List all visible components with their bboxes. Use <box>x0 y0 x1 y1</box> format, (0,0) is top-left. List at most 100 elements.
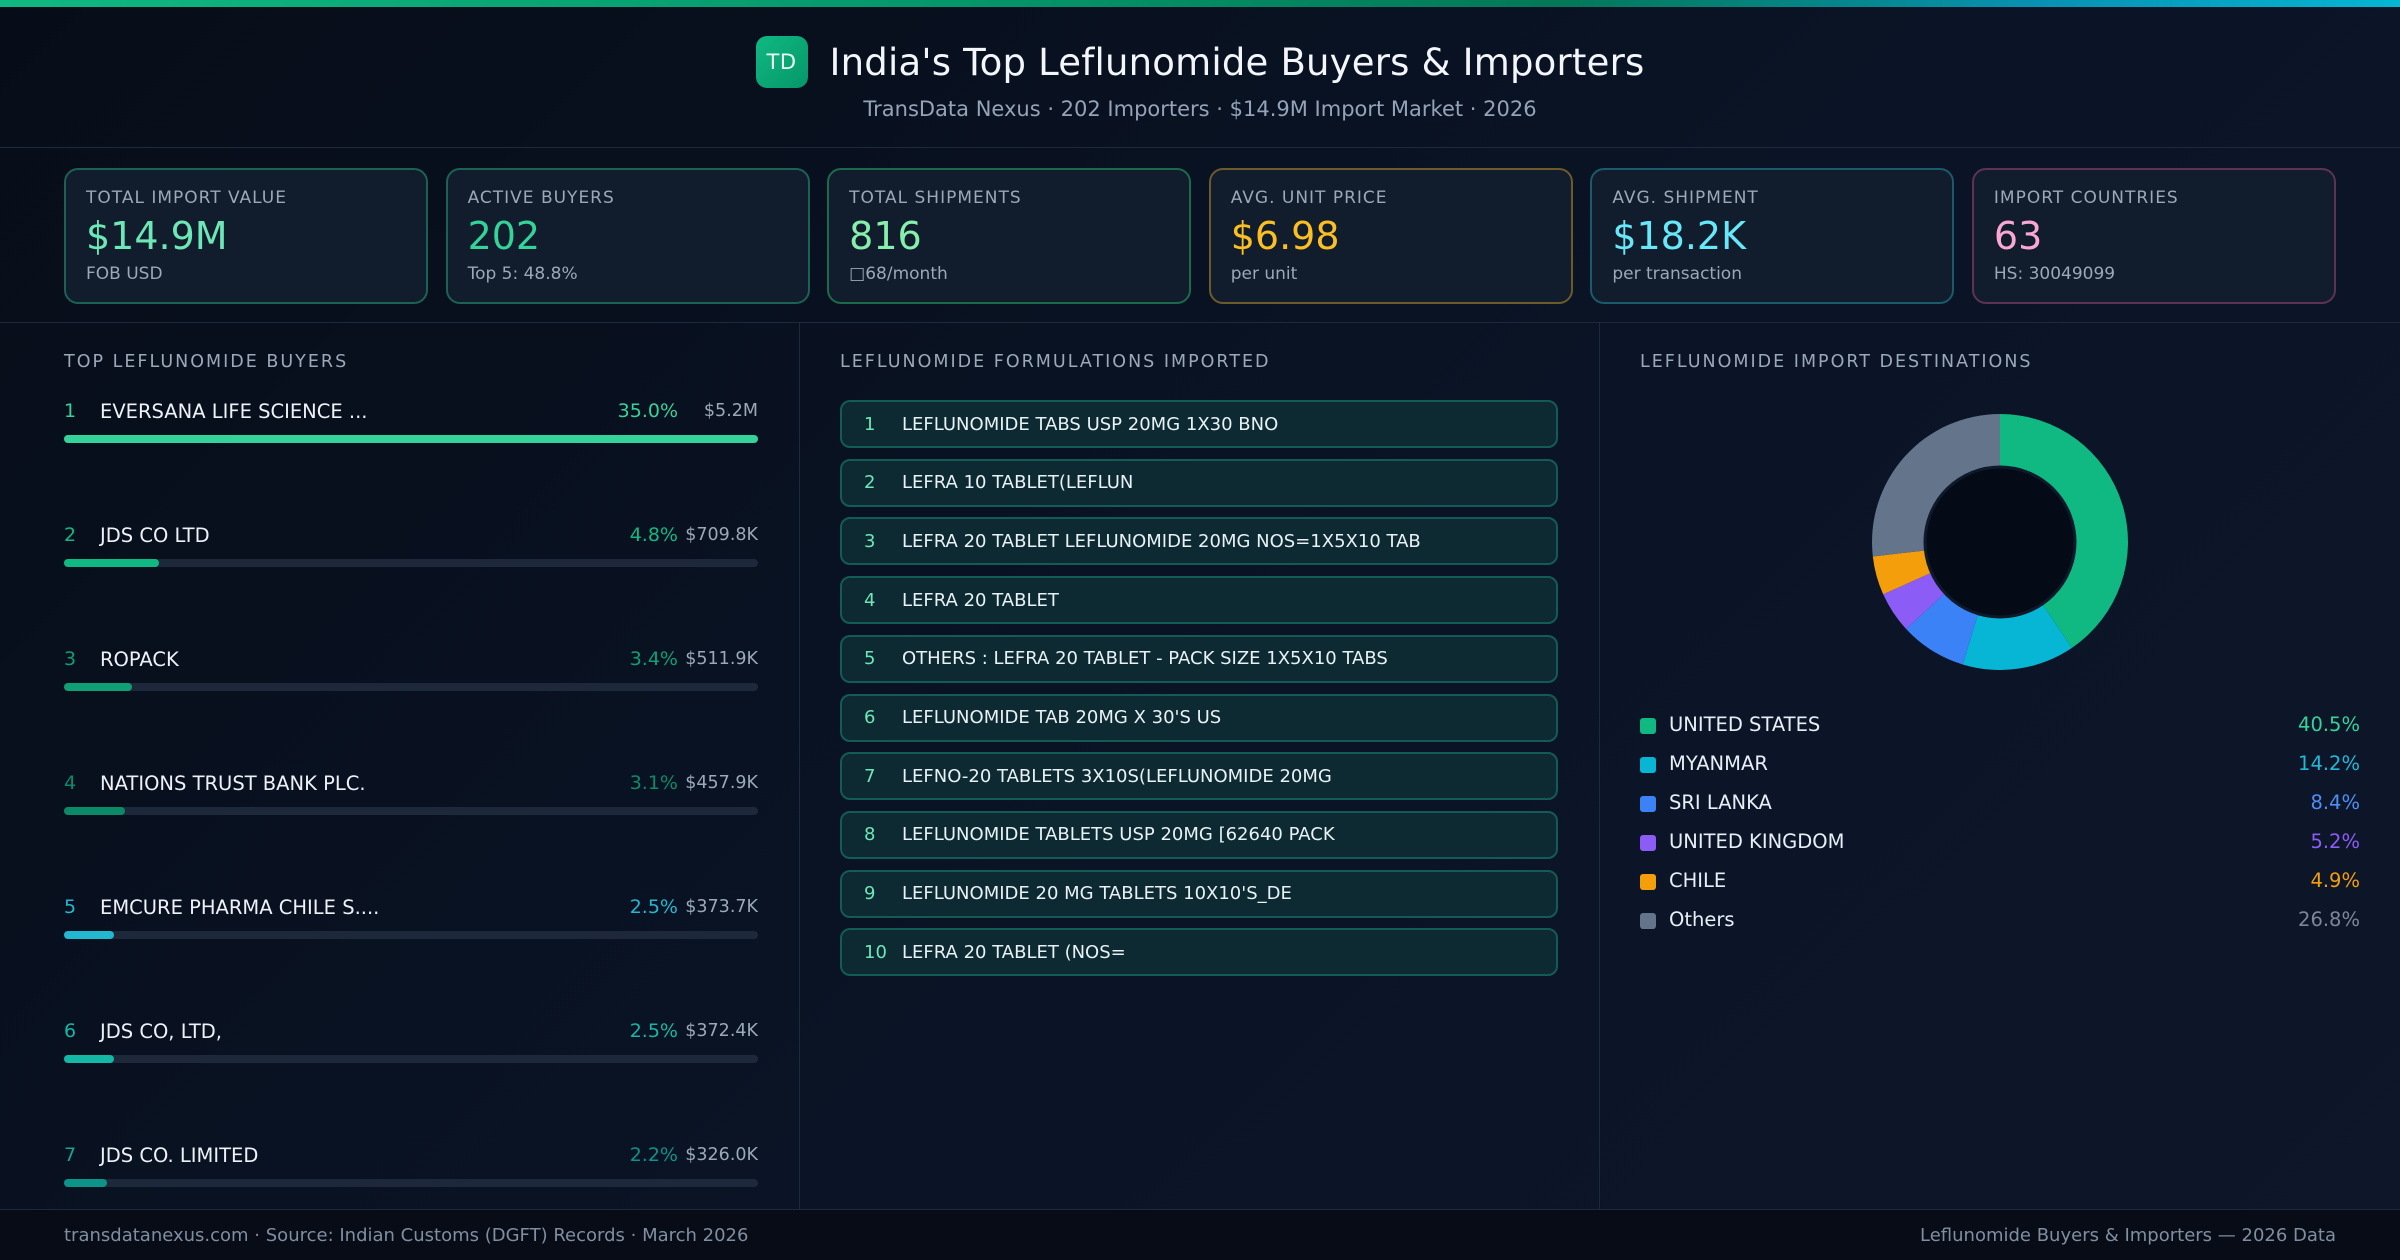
column-divider-right <box>1599 323 1600 1209</box>
formulation-item[interactable]: 2 LEFRA 10 TABLET(LEFLUN <box>840 458 1558 507</box>
buyer-rank: 5 <box>64 896 77 918</box>
kpi-import-countries: IMPORT COUNTRIES 63 HS: 30049099 <box>1971 168 2336 304</box>
buyer-share-bar <box>64 559 758 567</box>
buyer-share-bar-fill <box>64 683 132 691</box>
formulation-item[interactable]: 1 LEFLUNOMIDE TABS USP 20MG 1X30 BNO <box>840 400 1558 448</box>
page-subtitle: TransData Nexus · 202 Importers · $14.9M… <box>863 97 1537 121</box>
kpi-value: $14.9M <box>86 214 228 258</box>
buyer-row[interactable]: 1 EVERSANA LIFE SCIENCE ... 35.0% $5.2M <box>64 400 758 450</box>
kpi-label: ACTIVE BUYERS <box>467 188 615 208</box>
buyer-row[interactable]: 7 JDS CO. LIMITED 2.2% $326.0K <box>64 1144 758 1194</box>
donut-slice-myanmar[interactable] <box>1962 604 2072 670</box>
buyer-rank: 3 <box>64 648 77 670</box>
kpi-label: TOTAL IMPORT VALUE <box>86 188 287 208</box>
formulation-number: 7 <box>864 765 876 787</box>
formulation-number: 9 <box>864 883 876 905</box>
footer-source: transdatanexus.com · Source: Indian Cust… <box>64 1225 749 1246</box>
kpi-subtext: FOB USD <box>86 264 163 284</box>
formulation-item[interactable]: 8 LEFLUNOMIDE TABLETS USP 20MG [62640 PAC… <box>840 810 1558 859</box>
legend-swatch-icon <box>1640 718 1656 734</box>
buyer-name: JDS CO. LIMITED <box>100 1144 259 1167</box>
formulation-item[interactable]: 4 LEFRA 20 TABLET <box>840 576 1558 625</box>
legend-item[interactable]: SRI LANKA 8.4% <box>1640 791 2360 817</box>
donut-center <box>1923 465 2077 619</box>
buyer-row[interactable]: 6 JDS CO, LTD, 2.5% $372.4K <box>64 1020 758 1070</box>
kpi-subtext: HS: 30049099 <box>1993 264 2116 284</box>
formulation-name: LEFRA 20 TABLET (NOS= <box>902 941 1126 963</box>
legend-share: 14.2% <box>2298 752 2360 775</box>
legend-share: 26.8% <box>2298 908 2360 931</box>
buyer-value: $5.2M <box>703 401 758 421</box>
destinations-donut-chart <box>1872 414 2128 670</box>
buyer-share-bar-fill <box>64 559 160 567</box>
kpi-label: TOTAL SHIPMENTS <box>849 188 1022 208</box>
formulation-item[interactable]: 10 LEFRA 20 TABLET (NOS= <box>840 928 1558 977</box>
buyer-value: $709.8K <box>685 525 758 545</box>
legend-country: Others <box>1669 908 1735 931</box>
legend-item[interactable]: CHILE 4.9% <box>1640 869 2360 895</box>
legend-item[interactable]: UNITED KINGDOM 5.2% <box>1640 830 2360 856</box>
kpi-divider <box>0 322 2400 323</box>
buyer-share-bar-fill <box>64 807 126 815</box>
buyer-share: 2.5% <box>629 1020 678 1042</box>
formulation-name: LEFNO-20 TABLETS 3X10S(LEFLUNOMIDE 20MG <box>902 765 1332 787</box>
formulation-item[interactable]: 3 LEFRA 20 TABLET LEFLUNOMIDE 20MG NOS=1X… <box>840 517 1558 566</box>
buyer-row[interactable]: 2 JDS CO LTD 4.8% $709.8K <box>64 524 758 574</box>
buyer-share: 4.8% <box>629 524 678 546</box>
donut-slice-sri-lanka[interactable] <box>1906 592 1979 665</box>
formulation-number: 5 <box>864 648 876 670</box>
kpi-subtext: per unit <box>1230 264 1298 284</box>
header-divider <box>0 147 2400 148</box>
formulation-name: LEFLUNOMIDE TAB 20MG X 30'S US <box>902 707 1222 728</box>
donut-slice-others[interactable] <box>1872 414 2000 557</box>
buyer-row[interactable]: 5 EMCURE PHARMA CHILE S.... 2.5% $373.7K <box>64 896 758 946</box>
legend-country: MYANMAR <box>1669 752 1768 775</box>
buyer-value: $372.4K <box>685 1021 758 1041</box>
page-footer: transdatanexus.com · Source: Indian Cust… <box>0 1209 2400 1260</box>
buyer-share-bar <box>64 1179 758 1187</box>
kpi-label: AVG. UNIT PRICE <box>1230 188 1388 208</box>
buyer-share: 3.4% <box>629 648 678 670</box>
kpi-value: 816 <box>849 214 922 258</box>
buyer-row[interactable]: 3 ROPACK 3.4% $511.9K <box>64 648 758 698</box>
buyer-share: 3.1% <box>629 772 678 794</box>
buyer-value: $457.9K <box>685 773 758 793</box>
buyer-share-bar <box>64 1055 758 1063</box>
formulation-item[interactable]: 6 LEFLUNOMIDE TAB 20MG X 30'S US <box>840 693 1558 742</box>
formulation-number: 10 <box>864 941 887 963</box>
buyer-share: 35.0% <box>617 400 678 422</box>
page-header: TD India's Top Leflunomide Buyers & Impo… <box>0 7 2400 147</box>
legend-country: UNITED STATES <box>1669 713 1821 736</box>
legend-country: SRI LANKA <box>1669 791 1772 814</box>
buyer-name: JDS CO, LTD, <box>100 1020 223 1043</box>
formulations-section-title: LEFLUNOMIDE FORMULATIONS IMPORTED <box>840 352 1271 372</box>
donut-slice-united-kingdom[interactable] <box>1883 572 1946 630</box>
formulation-number: 6 <box>864 707 876 728</box>
legend-share: 40.5% <box>2298 713 2360 736</box>
kpi-total-shipments: TOTAL SHIPMENTS 816 □68/month <box>827 168 1192 304</box>
buyer-name: ROPACK <box>100 648 179 671</box>
formulation-number: 3 <box>864 530 876 552</box>
kpi-value: $18.2K <box>1612 214 1747 258</box>
formulation-name: LEFLUNOMIDE TABS USP 20MG 1X30 BNO <box>902 413 1279 435</box>
legend-swatch-icon <box>1640 874 1656 890</box>
legend-item[interactable]: MYANMAR 14.2% <box>1640 752 2360 778</box>
donut-slice-chile[interactable] <box>1872 550 1932 595</box>
destinations-section-title: LEFLUNOMIDE IMPORT DESTINATIONS <box>1640 352 2033 372</box>
legend-item[interactable]: Others 26.8% <box>1640 908 2360 934</box>
top-accent-bar <box>0 0 2400 7</box>
buyer-rank: 7 <box>64 1144 77 1166</box>
formulation-item[interactable]: 5 OTHERS : LEFRA 20 TABLET - PACK SIZE 1X… <box>840 634 1558 683</box>
formulation-item[interactable]: 7 LEFNO-20 TABLETS 3X10S(LEFLUNOMIDE 20MG <box>840 752 1558 801</box>
legend-item[interactable]: UNITED STATES 40.5% <box>1640 713 2360 739</box>
kpi-avg-unit-price: AVG. UNIT PRICE $6.98 per unit <box>1208 168 1573 304</box>
formulation-name: LEFLUNOMIDE TABLETS USP 20MG [62640 PACK <box>902 824 1335 846</box>
formulation-item[interactable]: 9 LEFLUNOMIDE 20 MG TABLETS 10X10'S_DE <box>840 869 1558 918</box>
buyer-share-bar <box>64 435 758 443</box>
buyer-row[interactable]: 4 NATIONS TRUST BANK PLC. 3.1% $457.9K <box>64 772 758 822</box>
donut-slice-united-states[interactable] <box>2000 414 2128 648</box>
legend-share: 8.4% <box>2310 791 2360 814</box>
legend-share: 4.9% <box>2310 869 2360 892</box>
legend-swatch-icon <box>1640 796 1656 812</box>
buyer-name: NATIONS TRUST BANK PLC. <box>100 772 366 795</box>
